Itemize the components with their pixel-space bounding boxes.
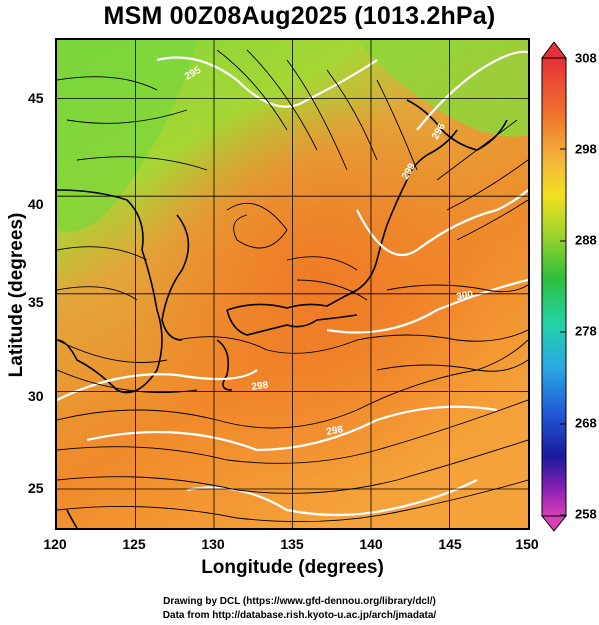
colorbar-tick-label: 258 xyxy=(575,506,597,522)
colorbar-bottom-triangle xyxy=(540,515,568,532)
contour-label: 300 xyxy=(456,289,475,303)
x-tick-label: 135 xyxy=(280,536,304,552)
colorbar-tick-label: 268 xyxy=(575,415,597,431)
x-tick-label: 140 xyxy=(359,536,383,552)
y-tick-label: 30 xyxy=(28,388,44,404)
y-axis-label: Latitude (degrees) xyxy=(6,212,27,378)
contour-label: 298 xyxy=(326,424,345,438)
x-axis-label: Longitude (degrees) xyxy=(201,557,384,578)
x-tick-label: 145 xyxy=(438,536,462,552)
y-tick-label: 25 xyxy=(28,480,44,496)
x-tick-label: 150 xyxy=(515,536,539,552)
page-title: MSM 00Z08Aug2025 (1013.2hPa) xyxy=(103,2,496,30)
colorbar xyxy=(540,42,568,532)
colorbar-tick-label: 308 xyxy=(575,50,597,66)
y-tick-label: 35 xyxy=(28,294,44,310)
footer-credit-data: Data from http://database.rish.kyoto-u.a… xyxy=(162,610,437,621)
colorbar-top-triangle xyxy=(541,42,567,59)
y-tick-label: 40 xyxy=(28,196,44,212)
coastlines xyxy=(57,99,508,528)
contour-label: 298 xyxy=(251,380,269,393)
map-plot-area: 298 298 300 299 296 295 xyxy=(55,38,530,530)
footer-credit-drawing: Drawing by DCL (https://www.gfd-dennou.o… xyxy=(163,596,436,607)
y-tick-label: 45 xyxy=(28,90,44,106)
colorbar-tick-label: 278 xyxy=(575,323,597,339)
x-tick-label: 120 xyxy=(43,536,67,552)
colorbar-gradient xyxy=(541,57,567,517)
map-canvas: 298 298 300 299 296 295 xyxy=(57,40,528,528)
grid-lines xyxy=(57,40,528,528)
x-tick-label: 125 xyxy=(122,536,146,552)
colorbar-tick-label: 298 xyxy=(575,141,597,157)
colorbar-tick-label: 288 xyxy=(575,232,597,248)
x-tick-label: 130 xyxy=(201,536,225,552)
